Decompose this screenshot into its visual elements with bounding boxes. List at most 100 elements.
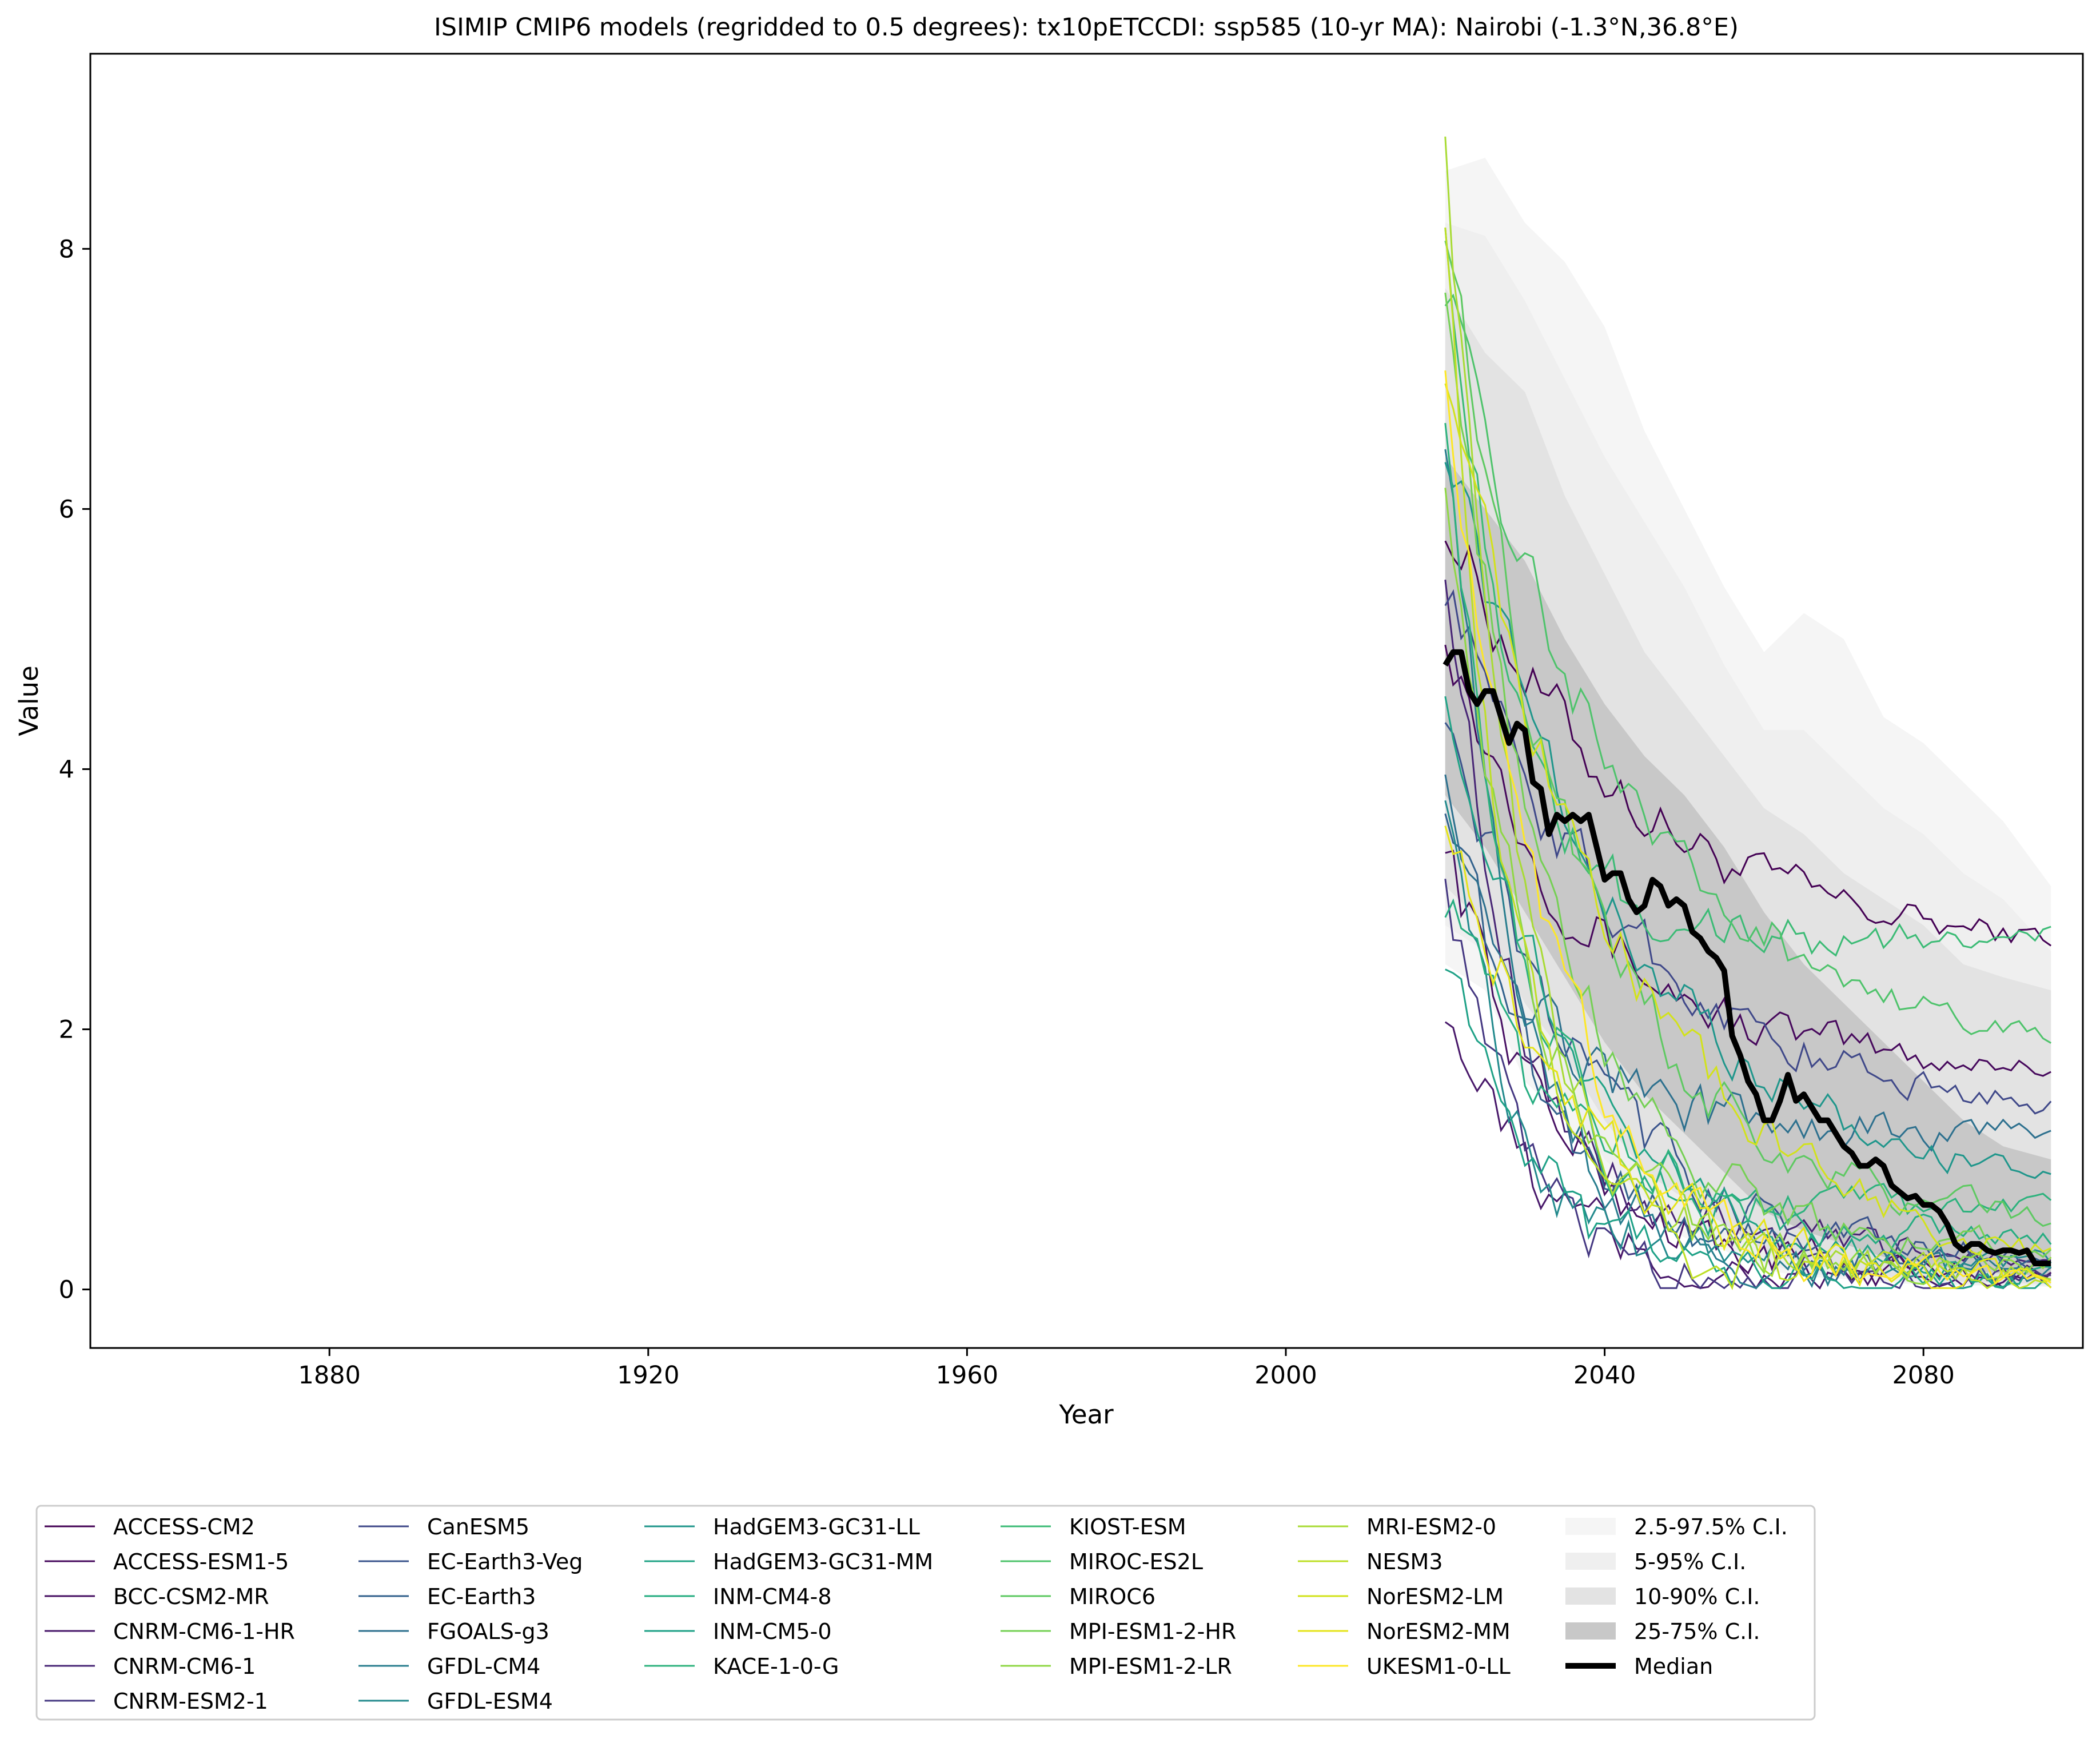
legend-label: INM-CM4-8	[713, 1584, 832, 1609]
legend-item-5-95-c-i: 5-95% C.I.	[1565, 1549, 1746, 1574]
y-axis-label: Value	[14, 665, 44, 736]
band-10-90-c-i	[1445, 288, 2051, 1285]
series-mpi-esm1-2-lr	[1444, 488, 2052, 1285]
series-kace-1-0-g	[1444, 422, 2052, 1225]
legend-item-noresm2-lm: NorESM2-LM	[1298, 1584, 1504, 1609]
y-tick-label: 6	[59, 495, 74, 524]
series-gfdl-esm4	[1444, 800, 2052, 1282]
legend-item-cnrm-esm2-1: CNRM-ESM2-1	[45, 1689, 268, 1714]
series-gfdl-cm4	[1444, 449, 2052, 1290]
legend-label: MRI-ESM2-0	[1366, 1514, 1496, 1539]
legend-item-inm-cm5-0: INM-CM5-0	[644, 1619, 832, 1644]
legend-label: CNRM-CM6-1-HR	[113, 1619, 295, 1644]
legend-label: HadGEM3-GC31-MM	[713, 1549, 933, 1574]
legend-label: FGOALS-g3	[427, 1619, 549, 1644]
series-access-cm2	[1444, 540, 2052, 947]
legend-item-2-5-97-5-c-i: 2.5-97.5% C.I.	[1565, 1514, 1788, 1539]
legend-label: KACE-1-0-G	[713, 1654, 839, 1679]
legend-label: GFDL-CM4	[427, 1654, 540, 1679]
legend-label: KIOST-ESM	[1069, 1514, 1186, 1539]
series-inm-cm5-0	[1445, 968, 2052, 1289]
legend-label: 10-90% C.I.	[1634, 1584, 1760, 1609]
band-25-75-c-i	[1445, 457, 2051, 1277]
legend-label: GFDL-ESM4	[427, 1689, 553, 1714]
x-tick-label: 2040	[1573, 1361, 1636, 1390]
legend-item-median: Median	[1565, 1654, 1713, 1679]
legend-item-kace-1-0-g: KACE-1-0-G	[644, 1654, 839, 1679]
legend-item-mpi-esm1-2-lr: MPI-ESM1-2-LR	[1001, 1654, 1232, 1679]
confidence-bands	[1445, 158, 2051, 1287]
legend-label: EC-Earth3	[427, 1584, 536, 1609]
median-layer	[1442, 649, 2051, 1267]
legend-swatch	[1565, 1622, 1616, 1640]
y-tick-label: 2	[59, 1016, 74, 1044]
legend-item-cnrm-cm6-1-hr: CNRM-CM6-1-HR	[45, 1619, 295, 1644]
legend-label: UKESM1-0-LL	[1366, 1654, 1511, 1679]
legend-label: ACCESS-CM2	[113, 1514, 255, 1539]
legend-swatch	[1565, 1588, 1616, 1605]
x-axis-label: Year	[1058, 1399, 1114, 1430]
legend-label: ACCESS-ESM1-5	[113, 1549, 289, 1574]
series-hadgem3-gc31-ll	[1444, 462, 2051, 1179]
legend-label: MPI-ESM1-2-HR	[1069, 1619, 1236, 1644]
legend-item-access-cm2: ACCESS-CM2	[45, 1514, 255, 1539]
x-tick-label: 2080	[1892, 1361, 1954, 1390]
legend-label: 5-95% C.I.	[1634, 1549, 1746, 1574]
legend-item-noresm2-mm: NorESM2-MM	[1298, 1619, 1511, 1644]
legend-item-hadgem3-gc31-ll: HadGEM3-GC31-LL	[644, 1514, 920, 1539]
legend-label: NorESM2-MM	[1366, 1619, 1511, 1644]
legend-item-25-75-c-i: 25-75% C.I.	[1565, 1619, 1760, 1644]
series-miroc-es2l	[1444, 293, 2051, 1044]
series-miroc6	[1444, 240, 2051, 1227]
legend-label: NESM3	[1366, 1549, 1443, 1574]
legend-label: CNRM-CM6-1	[113, 1654, 256, 1679]
legend-label: CNRM-ESM2-1	[113, 1689, 268, 1714]
x-axis: 1880 1920 1960 2000 2040 2080	[298, 1348, 1955, 1390]
legend-item-miroc6: MIROC6	[1001, 1584, 1155, 1609]
legend-item-mri-esm2-0: MRI-ESM2-0	[1298, 1514, 1496, 1539]
y-tick-label: 4	[59, 755, 74, 784]
legend-item-ec-earth3-veg: EC-Earth3-Veg	[358, 1549, 583, 1574]
legend-label: CanESM5	[427, 1514, 529, 1539]
legend-swatch	[1565, 1553, 1616, 1570]
legend-item-cnrm-cm6-1: CNRM-CM6-1	[45, 1654, 256, 1679]
legend-label: HadGEM3-GC31-LL	[713, 1514, 920, 1539]
legend-item-fgoals-g3: FGOALS-g3	[358, 1619, 549, 1644]
legend-label: INM-CM5-0	[713, 1619, 832, 1644]
legend-item-miroc-es2l: MIROC-ES2L	[1001, 1549, 1203, 1574]
legend-swatch	[1565, 1518, 1616, 1535]
legend-item-mpi-esm1-2-hr: MPI-ESM1-2-HR	[1001, 1619, 1236, 1644]
series-access-esm1-5	[1444, 644, 2051, 1077]
legend-item-inm-cm4-8: INM-CM4-8	[644, 1584, 832, 1609]
plot-frame	[89, 53, 2084, 1349]
series-median	[1442, 649, 2051, 1267]
legend-item-bcc-csm2-mr: BCC-CSM2-MR	[45, 1584, 269, 1609]
model-series	[1444, 136, 2052, 1290]
legend-item-hadgem3-gc31-mm: HadGEM3-GC31-MM	[644, 1549, 933, 1574]
series-mri-esm2-0	[1444, 136, 2051, 1281]
legend-item-access-esm1-5: ACCESS-ESM1-5	[45, 1549, 289, 1574]
legend: ACCESS-CM2 ACCESS-ESM1-5 BCC-CSM2-MR CNRM-C…	[45, 1514, 1788, 1714]
series-noresm2-lm	[1444, 383, 2051, 1257]
y-tick-label: 0	[59, 1276, 74, 1305]
x-tick-label: 1920	[617, 1361, 679, 1390]
chart-title: ISIMIP CMIP6 models (regridded to 0.5 de…	[434, 13, 1739, 42]
series-nesm3	[1444, 227, 2051, 1290]
x-tick-label: 1960	[936, 1361, 998, 1390]
legend-label: 25-75% C.I.	[1634, 1619, 1760, 1644]
legend-item-ukesm1-0-ll: UKESM1-0-LL	[1298, 1654, 1511, 1679]
series-noresm2-mm	[1444, 825, 2052, 1289]
legend-item-10-90-c-i: 10-90% C.I.	[1565, 1584, 1760, 1609]
x-tick-label: 2000	[1254, 1361, 1317, 1390]
y-axis: 0 2 4 6 8	[59, 235, 90, 1305]
legend-item-canesm5: CanESM5	[358, 1514, 529, 1539]
legend-item-gfdl-cm4: GFDL-CM4	[358, 1654, 540, 1679]
x-tick-label: 1880	[298, 1361, 360, 1390]
series-mpi-esm1-2-hr	[1444, 292, 2052, 1258]
legend-label: MIROC-ES2L	[1069, 1549, 1203, 1574]
legend-item-nesm3: NESM3	[1298, 1549, 1443, 1574]
series-cnrm-esm2-1	[1444, 879, 2051, 1290]
legend-label: 2.5-97.5% C.I.	[1634, 1514, 1788, 1539]
legend-item-gfdl-esm4: GFDL-ESM4	[358, 1689, 553, 1714]
